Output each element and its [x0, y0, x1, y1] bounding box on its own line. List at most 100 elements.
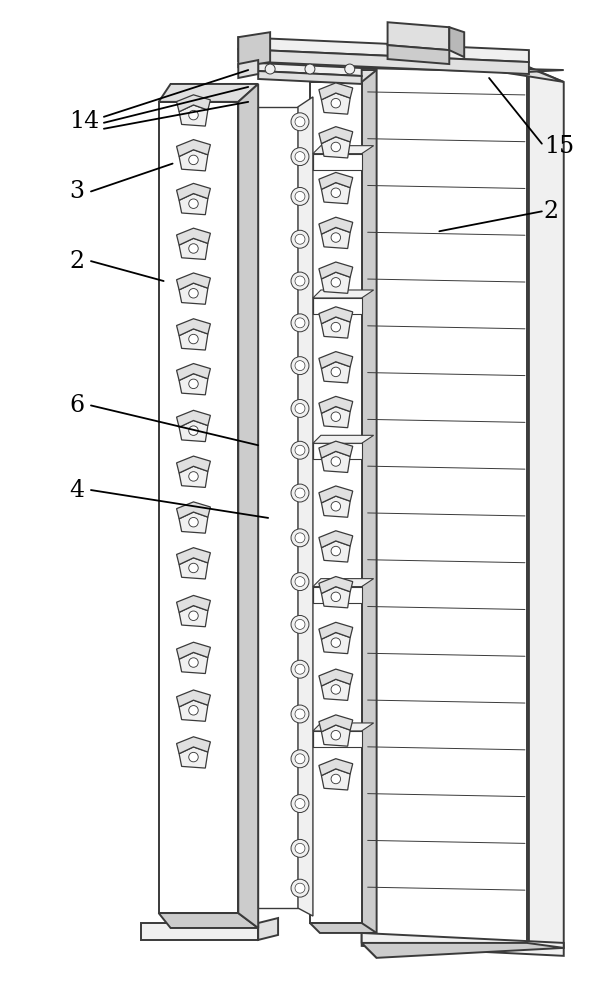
- Text: 2: 2: [544, 200, 559, 223]
- Circle shape: [331, 457, 340, 466]
- Polygon shape: [362, 52, 564, 82]
- Circle shape: [331, 592, 340, 602]
- Polygon shape: [321, 632, 350, 654]
- Polygon shape: [388, 45, 449, 64]
- Polygon shape: [298, 97, 313, 916]
- Polygon shape: [179, 652, 208, 674]
- Circle shape: [189, 379, 198, 389]
- Polygon shape: [319, 486, 353, 503]
- Polygon shape: [362, 67, 527, 943]
- Polygon shape: [319, 352, 353, 369]
- Circle shape: [295, 709, 305, 719]
- Polygon shape: [362, 933, 564, 956]
- Polygon shape: [179, 374, 208, 395]
- Polygon shape: [179, 606, 208, 627]
- Circle shape: [291, 660, 309, 678]
- Polygon shape: [321, 183, 350, 204]
- Circle shape: [291, 187, 309, 205]
- Polygon shape: [313, 579, 374, 587]
- Circle shape: [189, 244, 198, 253]
- Circle shape: [295, 664, 305, 674]
- Polygon shape: [177, 690, 211, 707]
- Circle shape: [189, 334, 198, 344]
- Circle shape: [291, 839, 309, 857]
- Circle shape: [295, 619, 305, 629]
- Circle shape: [295, 533, 305, 543]
- Circle shape: [291, 441, 309, 459]
- Polygon shape: [313, 587, 362, 603]
- Polygon shape: [179, 150, 208, 171]
- Polygon shape: [319, 217, 353, 234]
- Circle shape: [189, 155, 198, 165]
- Polygon shape: [238, 37, 529, 62]
- Polygon shape: [529, 67, 564, 948]
- Circle shape: [189, 658, 198, 667]
- Polygon shape: [321, 137, 350, 158]
- Circle shape: [331, 188, 340, 197]
- Polygon shape: [310, 923, 377, 933]
- Circle shape: [331, 278, 340, 287]
- Circle shape: [331, 142, 340, 152]
- Circle shape: [189, 563, 198, 573]
- Polygon shape: [258, 918, 278, 940]
- Polygon shape: [319, 262, 353, 279]
- Polygon shape: [179, 194, 208, 215]
- Text: 2: 2: [69, 250, 84, 273]
- Polygon shape: [179, 420, 208, 442]
- Circle shape: [295, 488, 305, 498]
- Polygon shape: [177, 364, 211, 380]
- Polygon shape: [238, 32, 270, 67]
- Polygon shape: [313, 298, 362, 314]
- Circle shape: [331, 98, 340, 108]
- Polygon shape: [238, 49, 529, 74]
- Circle shape: [189, 706, 198, 715]
- Text: 3: 3: [69, 180, 84, 203]
- Text: 4: 4: [69, 479, 84, 502]
- Circle shape: [189, 289, 198, 298]
- Polygon shape: [258, 63, 362, 76]
- Polygon shape: [321, 451, 350, 472]
- Polygon shape: [321, 587, 350, 608]
- Polygon shape: [319, 83, 353, 100]
- Circle shape: [189, 611, 198, 620]
- Polygon shape: [177, 502, 211, 519]
- Circle shape: [331, 774, 340, 784]
- Polygon shape: [319, 307, 353, 324]
- Circle shape: [295, 577, 305, 587]
- Polygon shape: [179, 466, 208, 487]
- Circle shape: [189, 110, 198, 120]
- Text: 15: 15: [544, 135, 574, 158]
- Polygon shape: [179, 105, 208, 126]
- Polygon shape: [319, 531, 353, 548]
- Circle shape: [189, 752, 198, 762]
- Polygon shape: [310, 70, 377, 82]
- Polygon shape: [159, 102, 238, 913]
- Polygon shape: [179, 700, 208, 721]
- Polygon shape: [177, 183, 211, 200]
- Polygon shape: [319, 622, 353, 639]
- Polygon shape: [321, 541, 350, 562]
- Polygon shape: [177, 140, 211, 157]
- Polygon shape: [177, 595, 211, 612]
- Circle shape: [291, 750, 309, 768]
- Polygon shape: [159, 84, 258, 102]
- Circle shape: [295, 799, 305, 809]
- Polygon shape: [141, 923, 258, 940]
- Polygon shape: [319, 669, 353, 686]
- Circle shape: [295, 276, 305, 286]
- Polygon shape: [310, 82, 362, 923]
- Polygon shape: [179, 329, 208, 350]
- Circle shape: [331, 233, 340, 242]
- Polygon shape: [177, 95, 211, 112]
- Polygon shape: [177, 410, 211, 427]
- Text: 14: 14: [69, 110, 99, 133]
- Circle shape: [291, 399, 309, 417]
- Polygon shape: [321, 272, 350, 293]
- Polygon shape: [321, 496, 350, 517]
- Circle shape: [291, 484, 309, 502]
- Polygon shape: [319, 127, 353, 144]
- Polygon shape: [319, 577, 353, 593]
- Polygon shape: [258, 107, 298, 908]
- Polygon shape: [313, 146, 374, 154]
- Polygon shape: [388, 22, 449, 50]
